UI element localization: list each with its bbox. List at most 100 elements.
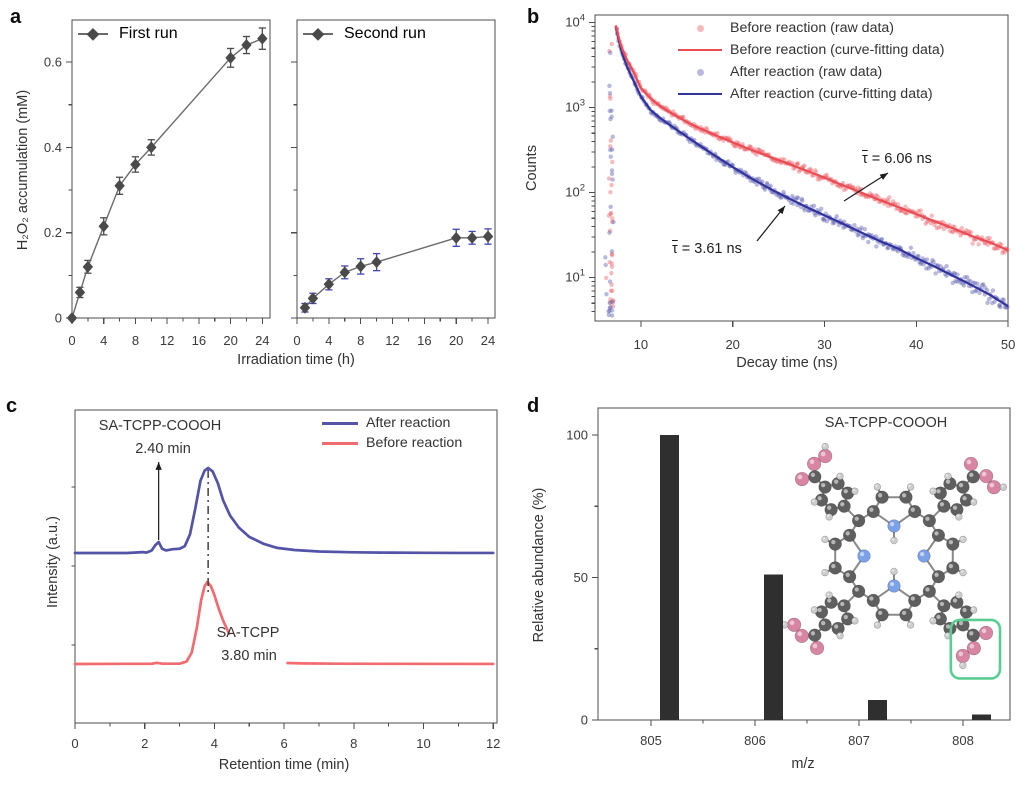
atom-n-icon [887,579,901,593]
legend-row: After reaction (raw data) [677,61,945,83]
legend-label: Before reaction (curve-fitting data) [730,42,945,58]
tick-label: 12 [486,736,500,751]
legend-line-swatch [303,27,333,41]
tick-label: 10 [416,736,430,751]
diamond-marker-icon [130,158,141,171]
atom-c-icon [852,584,866,598]
tick-label: 4 [325,333,332,348]
atom-h-icon [906,483,915,491]
legend-row: After reaction (curve-fitting data) [677,83,945,105]
tick-label: 103 [565,98,585,115]
atom-c-icon [899,608,913,622]
tick-label: 10 [634,337,648,352]
tick-label: 50 [574,570,588,585]
bar [868,700,888,720]
panel-a-second-run-legend: Second run [303,25,426,42]
atom-h-icon [825,513,833,521]
molecule-atoms [780,442,1008,670]
tick-label: 4 [211,736,218,751]
atom-c-icon [931,528,946,542]
legend-line-swatch [78,27,108,41]
tick-label: 12 [160,333,174,348]
tick-label: 16 [192,333,206,348]
tau-after-arrow [756,205,786,242]
atom-c-icon [808,470,822,484]
atom-c-icon [966,470,980,484]
diamond-marker-icon [299,301,311,314]
tick-label: 6 [280,736,287,751]
panel-d-x-axis-label: m/z [791,756,815,773]
atom-c-icon [931,570,946,584]
diamond-marker-icon [466,231,478,244]
panel-d-chart: 805 806 807 808 0 50 100 [566,407,1011,748]
axis-frame [71,19,271,319]
axis-ticks [592,434,964,726]
atom-c-icon [966,628,980,642]
atom-h-icon [969,606,978,614]
error-bars [301,228,492,313]
diamond-marker-icon [114,179,125,192]
diamond-marker-icon [225,51,236,64]
diamond-marker-icon [146,141,157,154]
axis-ticks [291,61,489,324]
raw-data-dot-icon [696,68,704,76]
panel-c-letter: c [6,395,18,417]
atom-c-icon [837,599,851,613]
panel-c-x-axis-label: Retention time (min) [218,757,350,774]
panel-c-peak-time-annotation: 2.40 min [135,441,191,458]
atom-n-icon [887,519,901,533]
tick-label: 102 [565,183,585,200]
atom-h-icon [836,631,844,640]
tick-label: 30 [817,337,831,352]
atom-c-icon [818,480,832,494]
tick-label: 806 [744,733,766,748]
tick-label: 8 [132,333,139,348]
panel-a-x-axis-label: Irradiation time (h) [237,352,355,369]
data-line [71,37,263,319]
axis-ticks [66,61,263,324]
legend-row: Before reaction (raw data) [677,17,945,39]
arrowhead-icon [879,173,888,180]
panel-a-y-axis-label: H₂O₂ accumulation (mM) [15,89,32,251]
before-reaction-trace-tail [286,661,495,666]
legend-row: Before reaction (curve-fitting data) [677,39,945,61]
panel-b-tau-annotation-after: τ = 3.61 ns [672,241,742,257]
atom-h-icon [959,661,967,670]
atom-o-icon [809,640,825,656]
panel-b-tau-annotation-before: τ = 6.06 ns [862,151,932,167]
fit-line-icon [678,48,722,52]
axis-frame [594,14,1009,322]
atom-h-icon [890,536,898,545]
atom-o-icon [818,448,833,464]
diamond-marker-icon [307,292,319,305]
atom-h-icon [821,442,829,451]
diamond-marker-icon [311,27,325,41]
diamond-markers [66,32,268,324]
panel-c-peak-name-annotation: SA-TCPP-COOOH [98,418,222,435]
panel-c-chart: 0 2 4 6 8 10 12 [71,409,500,751]
atom-h-icon [810,606,819,614]
legend-label: Before reaction [366,435,463,451]
atom-h-icon [821,535,829,544]
atom-c-icon [922,584,936,598]
tick-label: 100 [566,428,588,443]
legend-label: After reaction (curve-fitting data) [730,86,933,102]
after-reaction-line-icon [322,421,358,425]
diamond-marker-icon [98,220,109,233]
arrowhead-icon [155,462,162,470]
diamond-marker-icon [339,266,350,279]
diamond-marker-icon [451,231,462,244]
panel-a-first-run-legend: First run [78,25,178,42]
atom-n-icon [857,549,871,563]
atom-c-icon [875,608,889,622]
tick-label: 805 [640,733,662,748]
atom-n-icon [917,549,931,563]
panel-c-satcpp-name-annotation: SA-TCPP [216,625,280,642]
arrowhead-icon [777,206,785,215]
atom-o-icon [963,456,979,472]
bar [972,714,992,720]
atom-h-icon [851,617,859,625]
error-bars [76,27,266,299]
molecule-inset [780,442,1008,680]
